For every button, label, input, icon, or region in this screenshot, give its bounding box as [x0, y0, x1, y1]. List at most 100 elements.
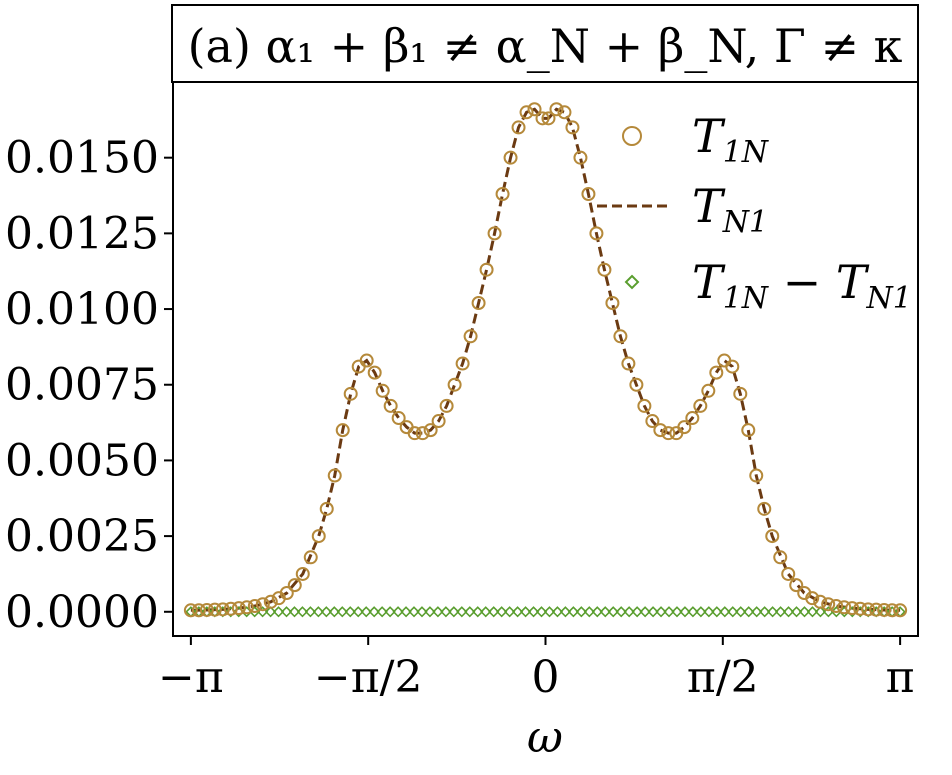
data-point-circle	[295, 566, 310, 581]
data-point-diamond	[424, 606, 436, 618]
data-point-diamond	[392, 606, 404, 618]
data-point-diamond	[703, 606, 715, 618]
data-point-circle	[709, 365, 724, 380]
data-point-diamond	[583, 606, 595, 618]
data-point-circle	[207, 602, 222, 617]
legend-entry-T_1N: T1N	[622, 109, 770, 170]
legend-entry-T_N1: TN1	[597, 179, 768, 240]
data-point-diamond	[320, 606, 332, 618]
data-point-circle	[359, 353, 374, 368]
data-point-diamond	[543, 606, 556, 618]
data-point-diamond	[639, 606, 651, 618]
data-point-circle	[701, 383, 716, 398]
data-point-diamond	[735, 606, 747, 618]
data-point-diamond	[814, 606, 827, 618]
legend-label: T1N − TN1	[692, 255, 912, 316]
data-point-circle	[661, 426, 676, 441]
data-point-diamond	[559, 606, 572, 618]
data-point-diamond	[607, 606, 619, 618]
data-point-circle	[741, 423, 756, 438]
data-point-diamond	[519, 606, 532, 618]
x-tick-label: −π/2	[314, 652, 423, 703]
data-point-diamond	[719, 606, 731, 618]
data-point-diamond	[376, 606, 388, 618]
y-tick-label: 0.0150	[5, 133, 159, 184]
y-tick-label: 0.0000	[5, 587, 159, 638]
data-point-circle	[183, 603, 198, 618]
data-point-diamond	[440, 606, 452, 618]
data-point-circle	[511, 120, 526, 135]
data-point-circle	[471, 295, 486, 310]
data-point-diamond	[695, 606, 707, 618]
y-tick-label: 0.0125	[5, 208, 159, 259]
series-layer	[183, 102, 908, 618]
data-point-diamond	[599, 606, 611, 618]
data-point-diamond	[432, 606, 444, 618]
data-point-circle	[565, 120, 580, 135]
data-point-diamond	[288, 606, 301, 618]
data-point-circle	[319, 501, 334, 516]
data-point-circle	[829, 599, 844, 614]
data-point-diamond	[623, 606, 635, 618]
data-point-circle	[479, 262, 494, 277]
data-point-circle	[805, 591, 820, 606]
data-point-diamond	[368, 606, 380, 618]
data-point-circle	[885, 603, 900, 618]
x-tick-label: π/2	[687, 652, 759, 703]
data-point-circle	[781, 566, 796, 581]
data-point-circle	[343, 386, 358, 401]
data-point-circle	[191, 603, 206, 618]
data-point-circle	[263, 594, 278, 609]
data-point-circle	[255, 597, 270, 612]
data-point-circle	[447, 377, 462, 392]
data-point-diamond	[480, 606, 492, 618]
data-point-diamond	[615, 606, 627, 618]
data-point-diamond	[575, 606, 587, 618]
data-point-circle	[733, 386, 748, 401]
y-tick-label: 0.0025	[5, 511, 159, 562]
legend-label: TN1	[692, 179, 768, 240]
data-point-diamond	[790, 606, 803, 618]
data-point-circle	[613, 329, 628, 344]
data-point-circle	[877, 602, 892, 617]
data-point-circle	[439, 398, 454, 413]
data-point-circle	[415, 426, 430, 441]
data-point-circle	[773, 550, 788, 565]
data-point-circle	[789, 578, 804, 593]
data-point-circle	[519, 105, 534, 120]
chart-title: (a) α₁ + β₁ ≠ α_N + β_N, Γ ≠ κ	[188, 19, 903, 73]
data-point-circle	[215, 602, 230, 617]
data-point-circle	[541, 111, 556, 126]
data-point-diamond	[663, 606, 675, 618]
x-axis: −π −π/2 0 π/2 π	[158, 636, 915, 703]
x-tick-label: −π	[158, 652, 224, 703]
data-point-diamond	[511, 606, 524, 618]
series-T_1N-minus-T_N1	[185, 606, 906, 618]
data-point-diamond	[328, 606, 340, 618]
data-point-diamond	[344, 606, 356, 618]
data-point-circle	[573, 150, 588, 165]
x-tick-label: π	[886, 652, 915, 703]
data-point-circle	[637, 398, 652, 413]
x-tick-label: 0	[532, 652, 560, 703]
data-point-diamond	[679, 606, 691, 618]
data-point-circle	[375, 383, 390, 398]
data-point-circle	[527, 102, 542, 117]
title-box	[171, 4, 919, 83]
data-point-circle	[223, 601, 238, 616]
series-T_N1	[190, 107, 901, 612]
data-point-circle	[869, 602, 884, 617]
data-point-diamond	[655, 606, 667, 618]
data-point-diamond	[591, 606, 603, 618]
data-point-diamond	[352, 606, 364, 618]
data-point-circle	[813, 594, 828, 609]
data-point-circle	[335, 423, 350, 438]
data-point-circle	[503, 150, 518, 165]
data-point-circle	[311, 529, 326, 544]
data-point-circle	[893, 603, 908, 618]
data-point-diamond	[448, 606, 460, 618]
data-point-diamond	[496, 606, 508, 618]
data-point-diamond	[567, 606, 580, 618]
data-point-circle	[629, 377, 644, 392]
series-line-T_N1	[190, 107, 901, 612]
